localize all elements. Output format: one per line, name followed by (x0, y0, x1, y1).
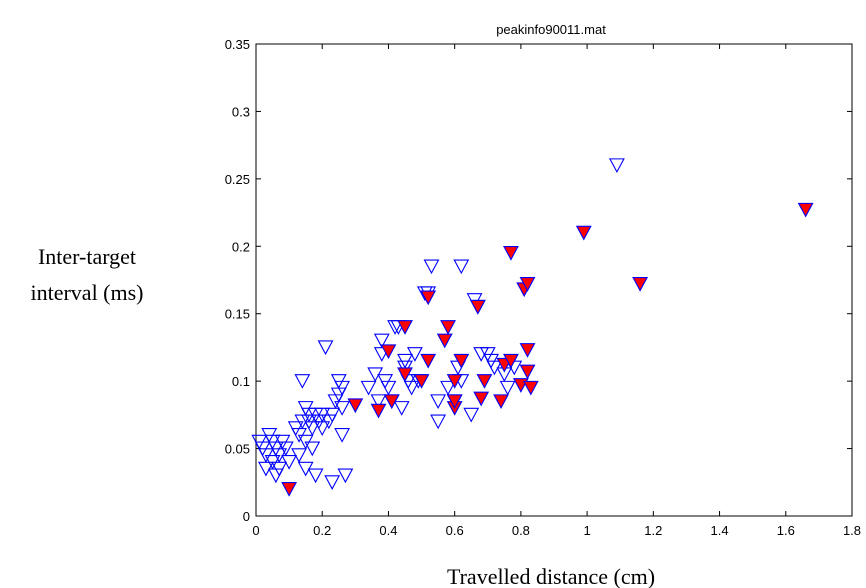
y-tick-label: 0.1 (232, 374, 250, 389)
open-data-point (463, 407, 480, 423)
filled-data-point (519, 276, 536, 292)
open-data-point (281, 455, 298, 470)
filled-data-point (281, 481, 298, 497)
open-data-point (380, 380, 397, 396)
open-data-point (499, 380, 516, 396)
y-tick-label: 0.15 (225, 307, 250, 322)
open-data-point (393, 401, 410, 416)
open-data-point (430, 414, 447, 430)
filled-data-point (473, 391, 490, 407)
open-data-point (277, 441, 294, 457)
filled-data-point (503, 353, 519, 369)
open-data-point (304, 441, 321, 457)
filled-data-point (519, 364, 536, 380)
x-tick-label: 0.8 (512, 523, 530, 538)
filled-data-point (383, 394, 400, 410)
y-tick-label: 0.05 (225, 442, 250, 457)
y-tick-label: 0.2 (232, 239, 250, 254)
y-tick-label: 0 (243, 509, 250, 524)
chart-title: peakinfo90011.mat (496, 22, 606, 37)
filled-data-point (413, 374, 430, 389)
open-data-point (307, 468, 324, 484)
x-tick-label: 1.2 (644, 523, 662, 538)
filled-data-point (632, 276, 649, 292)
open-data-point (291, 448, 307, 463)
open-data-point (267, 468, 284, 484)
filled-data-point (380, 344, 397, 360)
filled-data-point (519, 343, 536, 358)
open-data-point (294, 374, 311, 389)
y-tick-label: 0.35 (225, 37, 250, 52)
filled-data-point (476, 374, 493, 389)
open-data-point (304, 421, 321, 437)
y-axis-label-line-1: Inter-target (38, 244, 136, 269)
open-data-point (337, 468, 354, 484)
open-data-point (407, 347, 423, 362)
filled-data-point (397, 367, 413, 383)
open-data-point (334, 401, 351, 416)
open-data-point (430, 394, 447, 410)
open-data-point (297, 401, 314, 416)
open-data-point (334, 428, 351, 443)
open-data-point (453, 259, 470, 275)
open-data-point (373, 333, 390, 349)
open-data-point (403, 380, 420, 396)
x-tick-label: 0.6 (446, 523, 464, 538)
open-data-point (324, 475, 341, 490)
open-data-point (373, 347, 390, 362)
open-data-point (370, 394, 387, 410)
filled-data-point (469, 299, 486, 315)
filled-data-point (420, 353, 437, 369)
filled-data-point (440, 320, 456, 335)
x-tick-label: 1.6 (777, 523, 795, 538)
x-tick-label: 1.8 (843, 523, 861, 538)
filled-data-point (493, 394, 509, 410)
open-data-point (271, 461, 288, 477)
filled-data-point (575, 225, 592, 241)
filled-data-point (436, 333, 453, 349)
filled-data-point (347, 398, 364, 414)
filled-data-point (503, 245, 519, 261)
filled-data-point (797, 202, 814, 218)
x-tick-label: 1 (583, 523, 590, 538)
open-data-point (440, 380, 456, 396)
y-axis-label-line-2: interval (ms) (30, 280, 143, 305)
x-axis-label: Travelled distance (cm) (447, 564, 655, 588)
x-tick-label: 0.2 (313, 523, 331, 538)
filled-data-point (453, 353, 470, 369)
open-data-point (334, 380, 351, 396)
x-tick-label: 0.4 (379, 523, 397, 538)
open-data-point (317, 340, 334, 356)
open-data-point (314, 421, 331, 437)
y-tick-label: 0.3 (232, 104, 250, 119)
filled-data-point (370, 403, 387, 419)
filled-data-point (446, 394, 463, 410)
open-data-point (608, 158, 625, 174)
open-data-point (423, 259, 440, 275)
open-data-point (324, 407, 341, 423)
filled-data-point (522, 380, 539, 396)
filled-data-point (446, 374, 463, 389)
plot-frame (255, 43, 853, 517)
y-tick-label: 0.25 (225, 172, 250, 187)
x-tick-label: 0 (252, 523, 259, 538)
open-data-point (360, 380, 377, 396)
filled-data-point (420, 290, 437, 306)
filled-data-point (397, 320, 413, 335)
x-tick-label: 1.4 (711, 523, 729, 538)
